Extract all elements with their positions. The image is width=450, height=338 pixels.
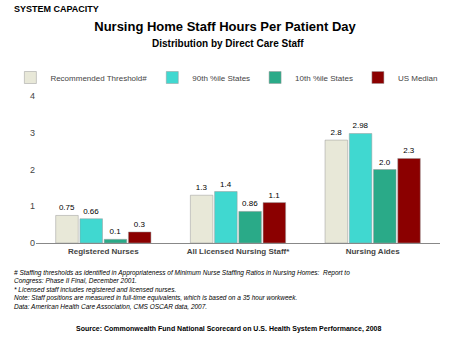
svg-text:4: 4 xyxy=(30,91,35,101)
svg-text:0.75: 0.75 xyxy=(59,203,75,212)
svg-text:Source: Commonwealth Fund Nati: Source: Commonwealth Fund National Score… xyxy=(76,325,381,333)
svg-text:0.1: 0.1 xyxy=(110,227,122,236)
svg-text:1: 1 xyxy=(30,201,35,211)
svg-text:2.98: 2.98 xyxy=(352,121,368,130)
svg-text:2: 2 xyxy=(30,165,35,175)
svg-text:1.1: 1.1 xyxy=(269,191,281,200)
svg-text:Registered Nurses: Registered Nurses xyxy=(68,247,139,256)
svg-text:1.4: 1.4 xyxy=(220,180,232,189)
svg-text:2.3: 2.3 xyxy=(403,146,415,155)
svg-text:0.3: 0.3 xyxy=(134,220,146,229)
svg-text:Nursing Aides: Nursing Aides xyxy=(346,247,400,256)
svg-text:1.3: 1.3 xyxy=(196,183,208,192)
svg-text:SYSTEM CAPACITY: SYSTEM CAPACITY xyxy=(14,4,99,14)
svg-text:90th %ile States: 90th %ile States xyxy=(192,74,250,83)
svg-text:US Median: US Median xyxy=(398,74,438,83)
svg-text:# Staffing thresholds as ident: # Staffing thresholds as identified in A… xyxy=(14,269,350,310)
svg-text:Distribution by Direct Care St: Distribution by Direct Care Staff xyxy=(152,38,304,49)
svg-text:3: 3 xyxy=(30,128,35,138)
svg-text:All Licensed Nursing Staff*: All Licensed Nursing Staff* xyxy=(187,247,291,256)
svg-text:2.0: 2.0 xyxy=(379,158,391,167)
svg-text:Nursing Home Staff Hours Per P: Nursing Home Staff Hours Per Patient Day xyxy=(94,19,356,34)
svg-text:0.66: 0.66 xyxy=(83,207,99,216)
svg-text:0: 0 xyxy=(30,238,35,248)
svg-text:2.8: 2.8 xyxy=(330,128,342,137)
svg-text:0.86: 0.86 xyxy=(242,199,258,208)
svg-text:Recommended Threshold#: Recommended Threshold# xyxy=(50,74,147,83)
svg-text:10th %ile States: 10th %ile States xyxy=(295,74,353,83)
